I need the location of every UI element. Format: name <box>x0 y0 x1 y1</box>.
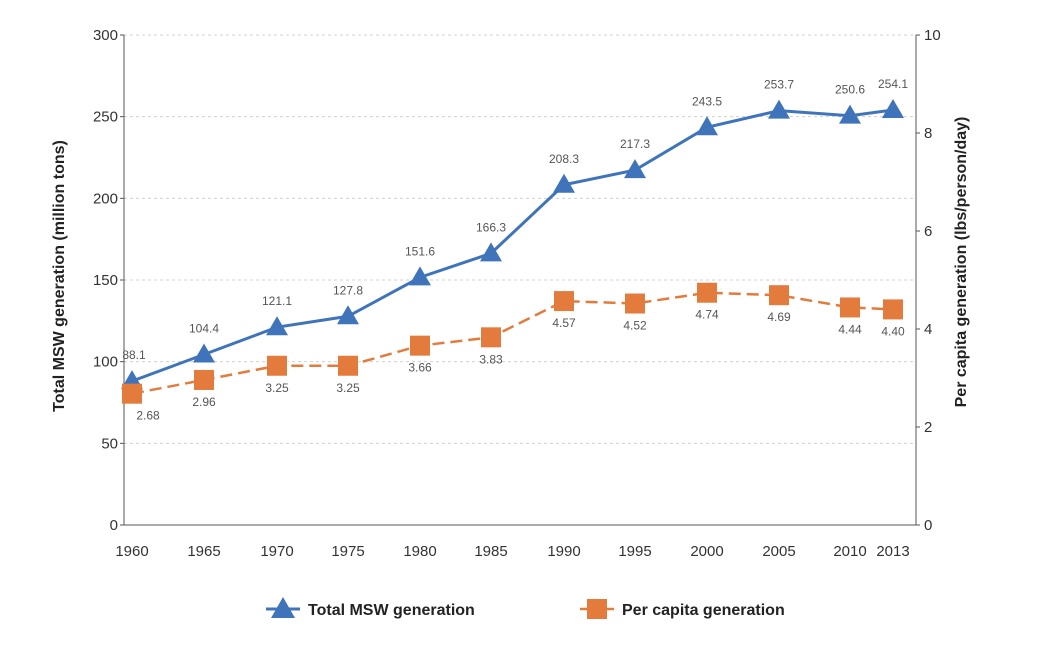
msw-point <box>337 305 359 325</box>
x-tick-label: 2000 <box>690 543 723 560</box>
right-tick-label: 2 <box>924 419 932 436</box>
right-tick-label: 6 <box>924 223 932 240</box>
msw-point <box>839 104 861 124</box>
msw-point <box>193 343 215 363</box>
right-tick-label: 8 <box>924 125 932 142</box>
x-tick-label: 1960 <box>115 543 148 560</box>
per-capita-point <box>267 355 287 376</box>
msw-point <box>266 316 288 336</box>
per-capita-data-label: 4.69 <box>767 310 791 324</box>
x-tick-label: 1995 <box>618 543 651 560</box>
per-capita-data-label: 2.68 <box>136 409 160 423</box>
per-capita-data-label: 4.52 <box>623 319 647 333</box>
msw-point <box>696 116 718 136</box>
per-capita-point <box>481 327 501 348</box>
x-tick-label: 2010 <box>833 543 866 560</box>
right-tick-label: 4 <box>924 321 932 338</box>
msw-point <box>768 99 790 119</box>
left-tick-label: 300 <box>93 27 118 44</box>
x-tick-label: 2005 <box>762 543 795 560</box>
series-per-capita: 2.68 2.96 3.25 3.25 3.66 3.83 4.57 4.52 4.74 4.69… <box>122 282 905 423</box>
msw-data-label: 250.6 <box>835 83 865 97</box>
per-capita-point <box>554 291 574 312</box>
x-tick-label: 1965 <box>187 543 220 560</box>
legend-label-per-capita: Per capita generation <box>622 602 785 619</box>
legend-marker-per-capita <box>587 599 607 619</box>
right-tick-label: 10 <box>924 27 941 44</box>
per-capita-point <box>625 293 645 314</box>
legend-label-total-msw: Total MSW generation <box>308 602 475 619</box>
left-tick-label: 50 <box>101 435 118 452</box>
msw-data-label: 253.7 <box>764 78 794 92</box>
per-capita-data-label: 4.44 <box>838 322 862 336</box>
msw-point <box>624 159 646 179</box>
msw-point <box>480 242 502 262</box>
per-capita-point <box>338 355 358 376</box>
msw-point <box>882 98 904 118</box>
per-capita-data-label: 3.66 <box>408 361 432 375</box>
per-capita-point <box>697 282 717 303</box>
left-tick-label: 250 <box>93 109 118 126</box>
series-area: 88.1 104.4 121.1 127.8 151.6 166.3 208.3 217.3 2… <box>121 77 908 423</box>
per-capita-data-label: 2.96 <box>192 395 216 409</box>
left-tick-label: 200 <box>93 190 118 207</box>
per-capita-data-label: 4.40 <box>881 324 905 338</box>
msw-point <box>553 173 575 193</box>
per-capita-data-label: 3.83 <box>479 352 503 366</box>
per-capita-data-label: 4.74 <box>695 308 719 322</box>
legend: Total MSW generation Per capita generatio… <box>266 597 785 619</box>
per-capita-point <box>194 369 214 390</box>
msw-data-label: 208.3 <box>549 152 579 166</box>
per-capita-data-label: 3.25 <box>336 381 360 395</box>
series-total-msw: 88.1 104.4 121.1 127.8 151.6 166.3 208.3 217.3 2… <box>121 77 908 390</box>
per-capita-point <box>840 297 860 318</box>
per-capita-point <box>122 383 142 404</box>
gridlines <box>124 34 916 444</box>
left-tick-label: 150 <box>93 272 118 289</box>
per-capita-point <box>410 335 430 356</box>
msw-data-label: 151.6 <box>405 244 435 258</box>
msw-data-label: 243.5 <box>692 94 722 108</box>
left-tick-label: 100 <box>93 354 118 371</box>
msw-data-label: 104.4 <box>189 321 219 335</box>
x-tick-label: 1970 <box>260 543 293 560</box>
left-axis-title: Total MSW generation (million tons) <box>51 140 68 412</box>
msw-data-label: 121.1 <box>262 294 292 308</box>
per-capita-data-label: 4.57 <box>552 316 576 330</box>
x-tick-label: 1990 <box>547 543 580 560</box>
right-axis-ticks: 0 2 4 6 8 10 <box>916 27 941 534</box>
left-tick-label: 0 <box>110 517 118 534</box>
series-line-per-capita <box>131 291 894 395</box>
msw-data-label: 127.8 <box>333 283 363 297</box>
per-capita-data-label: 3.25 <box>265 381 289 395</box>
msw-data-label: 254.1 <box>878 77 908 91</box>
x-tick-label: 1980 <box>403 543 436 560</box>
msw-point <box>409 266 431 286</box>
right-axis-title: Per capita generation (lbs/person/day) <box>953 117 970 408</box>
x-axis-ticks: 1960 1965 1970 1975 1980 1985 1990 1995 2000 2005… <box>115 543 909 560</box>
msw-data-label: 166.3 <box>476 220 506 234</box>
msw-data-label: 88.1 <box>122 348 146 362</box>
x-tick-label: 1975 <box>331 543 364 560</box>
legend-marker-total-msw <box>271 597 295 618</box>
per-capita-point <box>769 285 789 306</box>
per-capita-point <box>883 299 903 320</box>
series-line-total-msw <box>131 108 894 383</box>
right-tick-label: 0 <box>924 517 932 534</box>
x-tick-label: 2013 <box>876 543 909 560</box>
x-tick-label: 1985 <box>474 543 507 560</box>
msw-data-label: 217.3 <box>620 137 650 151</box>
left-axis-ticks: 0 50 100 150 200 250 300 <box>93 27 124 534</box>
